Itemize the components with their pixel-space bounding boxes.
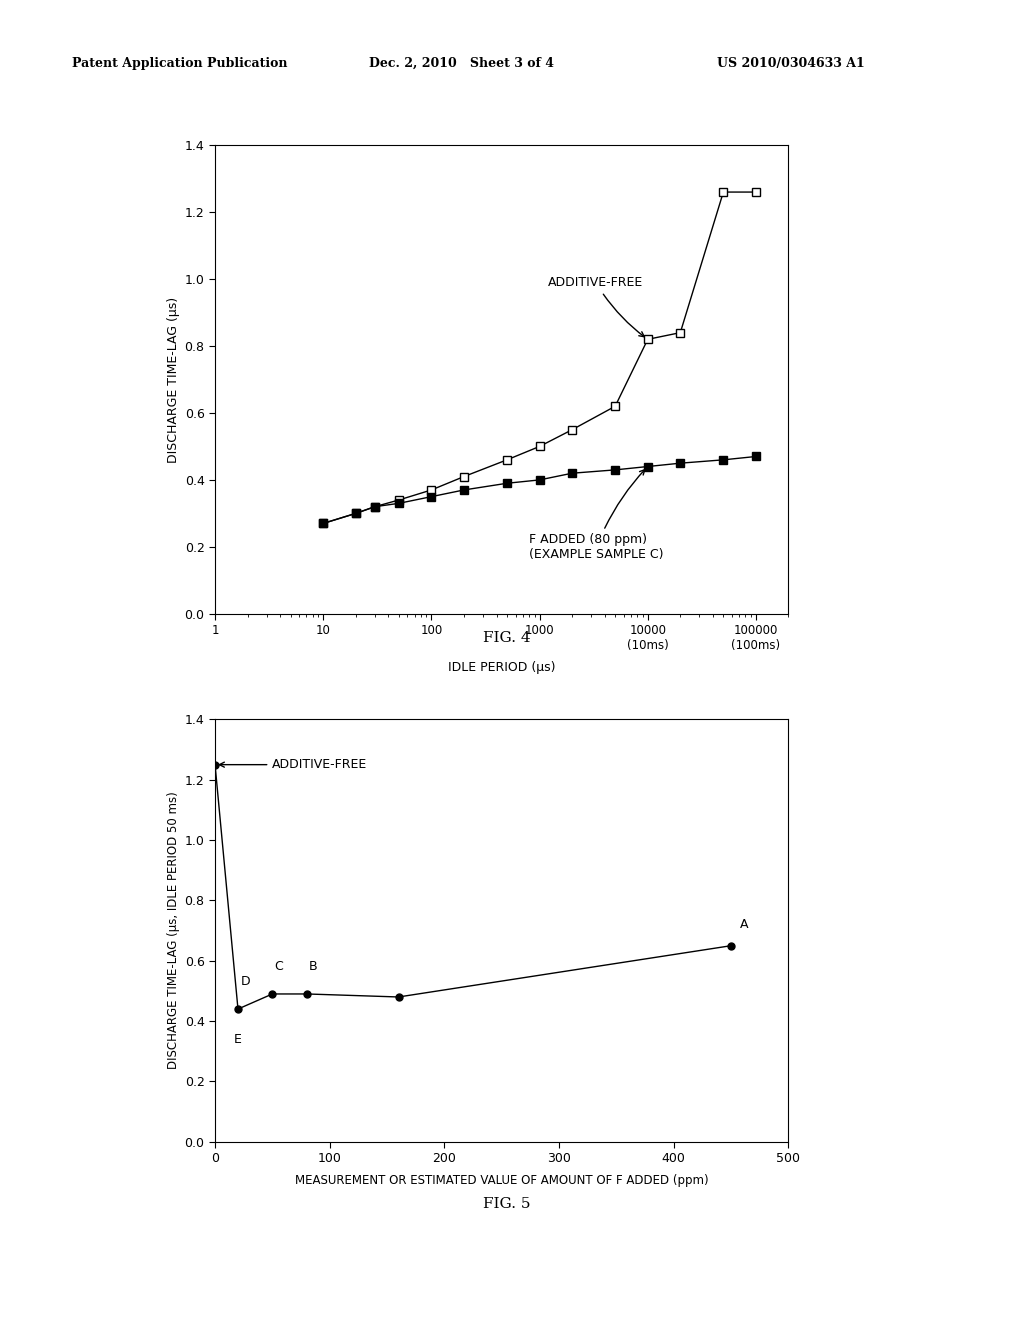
Y-axis label: DISCHARGE TIME-LAG (μs, IDLE PERIOD 50 ms): DISCHARGE TIME-LAG (μs, IDLE PERIOD 50 m… bbox=[168, 792, 180, 1069]
Text: FIG. 5: FIG. 5 bbox=[483, 1197, 530, 1212]
X-axis label: IDLE PERIOD (μs): IDLE PERIOD (μs) bbox=[449, 660, 555, 673]
Y-axis label: DISCHARGE TIME-LAG (μs): DISCHARGE TIME-LAG (μs) bbox=[168, 297, 180, 462]
Text: Patent Application Publication: Patent Application Publication bbox=[72, 57, 287, 70]
Text: ADDITIVE-FREE: ADDITIVE-FREE bbox=[219, 758, 368, 771]
Text: FIG. 4: FIG. 4 bbox=[483, 631, 530, 645]
Text: B: B bbox=[309, 960, 317, 973]
Text: ADDITIVE-FREE: ADDITIVE-FREE bbox=[548, 276, 644, 337]
Text: A: A bbox=[740, 917, 749, 931]
Text: US 2010/0304633 A1: US 2010/0304633 A1 bbox=[717, 57, 864, 70]
Text: Dec. 2, 2010   Sheet 3 of 4: Dec. 2, 2010 Sheet 3 of 4 bbox=[369, 57, 554, 70]
Text: F ADDED (80 ppm)
(EXAMPLE SAMPLE C): F ADDED (80 ppm) (EXAMPLE SAMPLE C) bbox=[529, 470, 664, 561]
Text: E: E bbox=[234, 1034, 242, 1047]
Text: D: D bbox=[241, 975, 250, 987]
Text: C: C bbox=[274, 960, 284, 973]
X-axis label: MEASUREMENT OR ESTIMATED VALUE OF AMOUNT OF F ADDED (ppm): MEASUREMENT OR ESTIMATED VALUE OF AMOUNT… bbox=[295, 1173, 709, 1187]
